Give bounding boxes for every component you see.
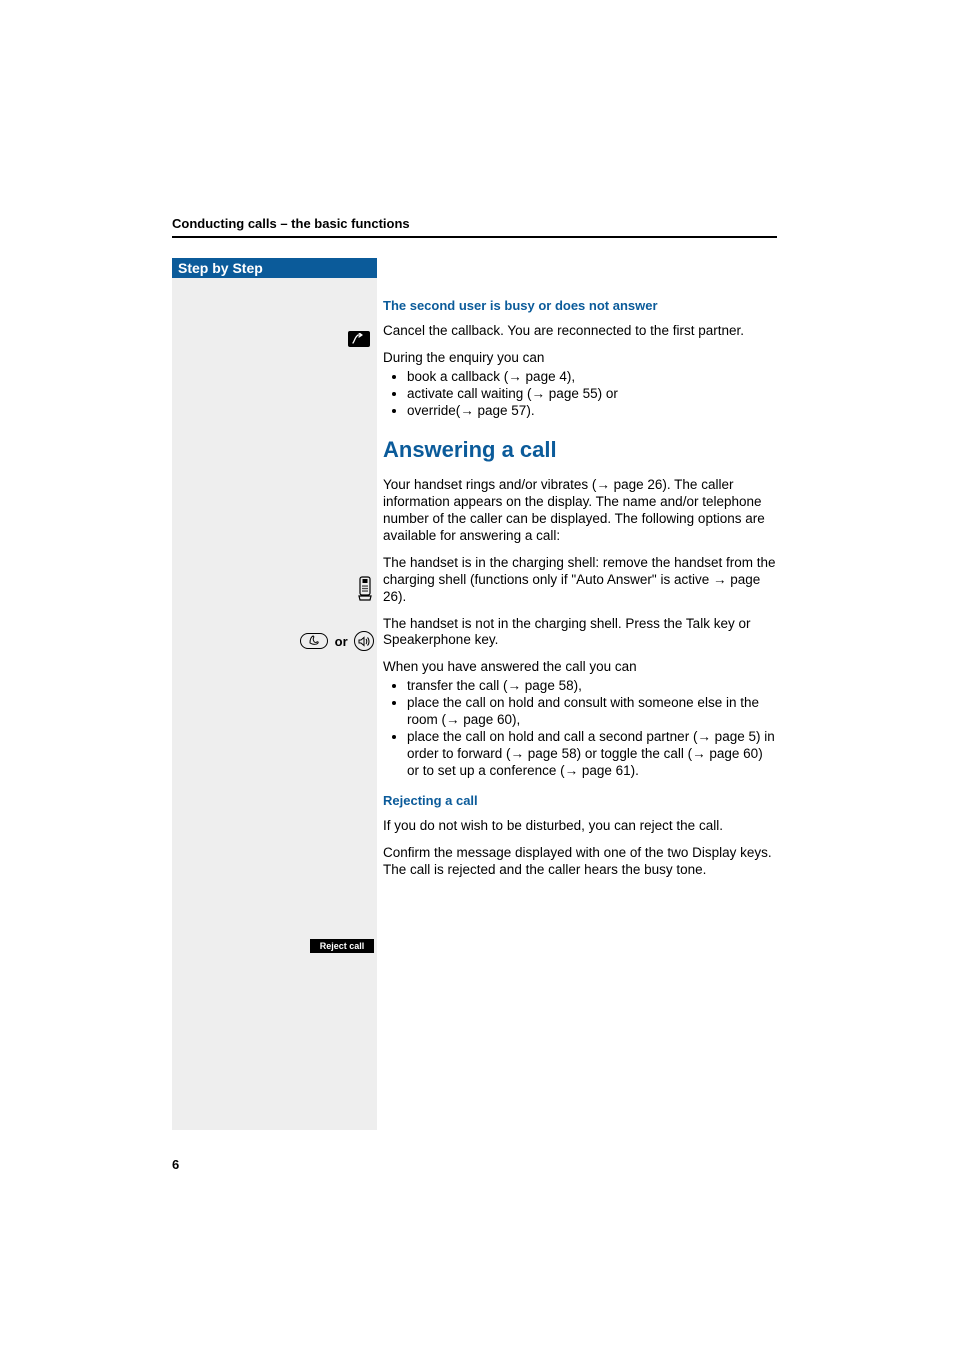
list-item: place the call on hold and consult with …: [407, 695, 777, 729]
speakerphone-key-icon: [354, 631, 374, 651]
heading-answering: Answering a call: [383, 437, 777, 463]
page: Conducting calls – the basic functions S…: [0, 0, 954, 1351]
para-busy-2: During the enquiry you can: [383, 350, 777, 367]
list-item: override(→ page 57).: [407, 403, 777, 420]
para-rej-1: If you do not wish to be disturbed, you …: [383, 818, 777, 835]
list-item: book a callback (→ page 4),: [407, 369, 777, 386]
para-ans-3: The handset is not in the charging shell…: [383, 616, 777, 650]
para-ans-1: Your handset rings and/or vibrates (→ pa…: [383, 477, 777, 545]
list-answering: transfer the call (→ page 58), place the…: [383, 678, 777, 779]
or-label: or: [335, 634, 348, 649]
reject-call-display-key: Reject call: [310, 939, 374, 953]
para-ans-4: When you have answered the call you can: [383, 659, 777, 676]
sidebar-title: Step by Step: [172, 258, 377, 278]
content-column: The second user is busy or does not answ…: [383, 298, 777, 889]
cancel-key-icon: [348, 331, 370, 347]
para-busy-1: Cancel the callback. You are reconnected…: [383, 323, 777, 340]
list-busy: book a callback (→ page 4), activate cal…: [383, 369, 777, 420]
heading-rejecting: Rejecting a call: [383, 793, 777, 808]
page-number: 6: [172, 1157, 179, 1172]
para-rej-2: Confirm the message displayed with one o…: [383, 845, 777, 879]
handset-in-shell-icon: [358, 575, 372, 606]
para-ans-2: The handset is in the charging shell: re…: [383, 555, 777, 606]
list-item: activate call waiting (→ page 55) or: [407, 386, 777, 403]
list-item: transfer the call (→ page 58),: [407, 678, 777, 695]
running-head: Conducting calls – the basic functions: [172, 216, 410, 231]
talk-or-speaker-keys: or: [300, 631, 375, 651]
header-rule: [172, 236, 777, 238]
heading-busy: The second user is busy or does not answ…: [383, 298, 777, 313]
talk-key-icon: [300, 633, 328, 649]
list-item: place the call on hold and call a second…: [407, 729, 777, 780]
sidebar-column: [172, 278, 377, 1130]
